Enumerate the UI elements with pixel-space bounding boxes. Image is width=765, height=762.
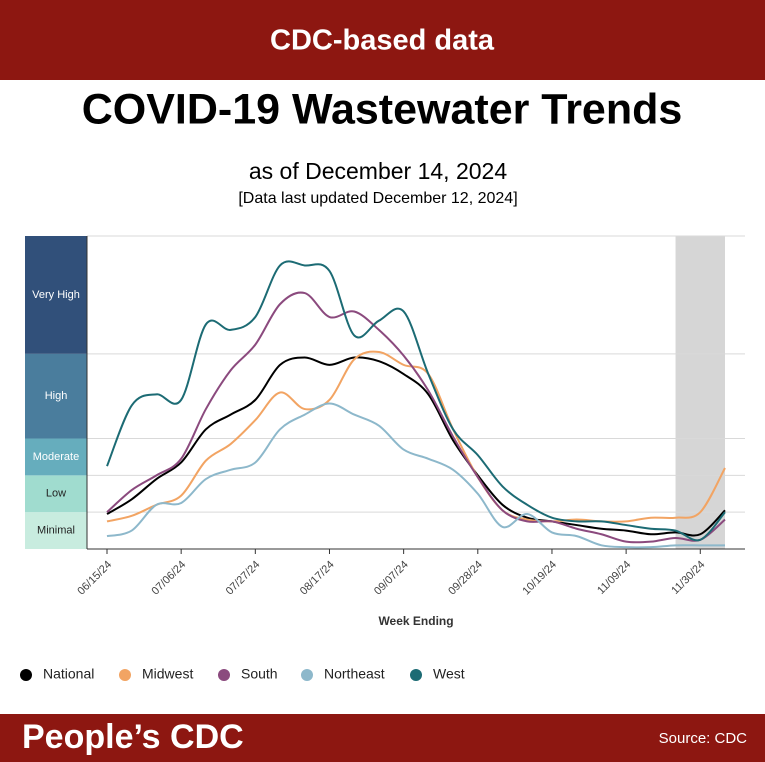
x-tick-label: 10/19/24 [520,559,559,598]
chart: Minimal Low Moderate High Very High 06/15/24 0… [20,235,745,682]
x-tick-label: 09/07/24 [372,559,411,598]
level-band [25,512,87,549]
legend-marker [218,669,230,681]
level-band [25,438,87,476]
update-note: [Data last updated December 12, 2024] [238,190,517,207]
level-band [25,236,87,354]
legend-marker [20,669,32,681]
series-line [106,291,726,544]
x-tick-label: 11/30/24 [669,559,707,597]
level-label: Moderate [33,451,79,463]
legend-marker [410,669,422,681]
legend-label: Northeast [324,666,385,682]
series-line [106,350,726,523]
level-label: Very High [32,289,80,301]
top-banner [0,0,765,80]
level-band [25,475,87,513]
series-line [106,356,726,537]
banner-text: CDC-based data [270,25,495,57]
level-band [25,353,87,439]
recent-data-shade [675,236,725,549]
x-tick-label: 07/27/24 [224,559,263,598]
x-tick-label: 08/17/24 [298,559,337,598]
x-axis-label: Week Ending [378,614,453,628]
chart-subtitle: as of December 14, 2024 [249,158,507,184]
level-label: Low [46,488,66,500]
source: Source: CDC [659,730,748,747]
legend-label: West [433,666,465,682]
x-tick-label: 06/15/24 [75,559,114,598]
footer-banner [0,714,765,762]
series-line [106,260,726,542]
chart-title: COVID-19 Wastewater Trends [82,85,683,133]
brand: People’s CDC [22,718,244,756]
legend-marker [301,669,313,681]
level-label: Minimal [37,524,75,536]
legend-marker [119,669,131,681]
x-tick-label: 07/06/24 [150,559,189,598]
legend-label: National [43,666,94,682]
legend-label: Midwest [142,666,193,682]
legend-label: South [241,666,278,682]
series-line [106,402,725,549]
x-tick-label: 11/09/24 [595,559,633,597]
level-label: High [45,390,68,402]
x-tick-label: 09/28/24 [446,559,485,598]
